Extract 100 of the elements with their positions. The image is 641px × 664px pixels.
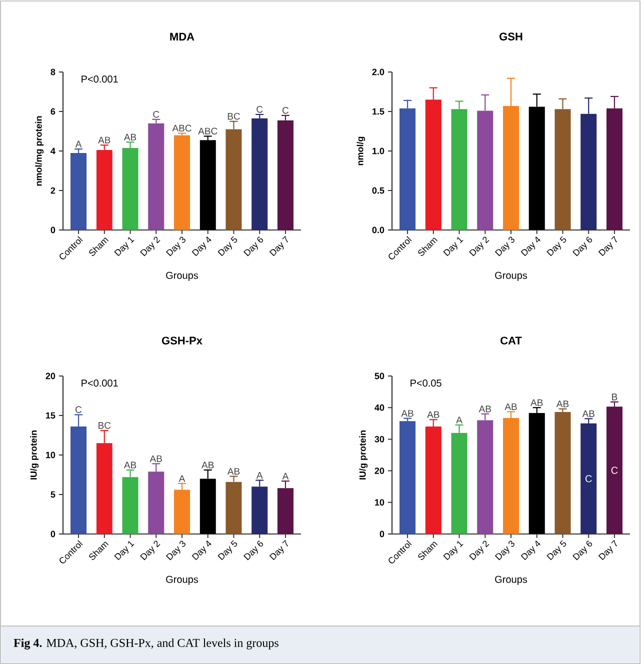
chart-title: MDA [170,32,194,40]
x-tick-label: Day 1 [114,541,134,560]
y-tick-label: 4 [50,148,56,154]
bar [252,118,268,230]
x-tick-label: Day 7 [598,236,618,256]
data-label: C [256,106,263,113]
data-label: AB [582,410,594,417]
x-tick-label: Day 2 [140,236,160,256]
data-label: ABC [172,124,192,132]
annotation: C [585,475,592,482]
bar [400,421,416,534]
x-tick-label: Day 5 [546,540,566,560]
data-label: AB [401,410,414,417]
y-tick-label: 8 [50,68,56,76]
y-tick-label: 2 [50,187,56,194]
x-tick-label: Day 7 [598,540,618,560]
x-axis-title: Groups [166,576,198,585]
bar [148,123,164,230]
y-tick-label: 0 [50,226,56,234]
data-label: B [612,394,618,400]
bar [606,406,622,534]
x-tick-label: Day 6 [244,540,264,560]
x-tick-label: Day 4 [520,540,540,560]
data-label: C [282,107,289,114]
y-tick-label: 40 [374,404,384,411]
annotation: C [611,466,618,474]
bar [174,135,190,230]
text: Fig 4. MDA, GSH, GSH-Px, and CAT levels in groups [14,638,278,650]
x-tick-label: Day 2 [469,540,490,560]
x-tick-label: Day 1 [443,541,464,560]
data-label: BC [98,422,111,429]
data-label: A [256,472,263,479]
y-tick-label: 50 [374,372,384,380]
x-tick-label: Day 6 [572,540,592,560]
bar [200,140,216,230]
annotation: P<0.001 [82,380,118,387]
y-axis-title: IU/g protein [359,430,368,480]
y-tick-label: 20 [374,468,384,474]
y-tick-label: 20 [46,372,56,380]
x-tick-label: Day 3 [494,540,514,560]
data-label: AB [124,134,136,140]
data-label: C [76,406,82,414]
data-label: AB [478,406,491,412]
y-tick-label: 0 [380,530,384,538]
x-tick-label: Day 5 [218,540,238,560]
annotation: P<0.05 [410,380,442,387]
chart-title: GSH [500,32,522,40]
x-axis-title: Groups [495,576,528,585]
x-tick-label: Day 4 [520,236,540,256]
data-label: AB [427,411,440,418]
data-label: C [153,110,160,118]
x-tick-label: Day 2 [140,540,160,560]
x-tick-label: Day 1 [443,237,464,256]
data-label: A [456,416,462,424]
x-tick-label: Day 7 [269,236,288,256]
x-tick-label: Day 5 [218,236,238,256]
bar [70,152,87,230]
x-tick-label: Day 7 [269,540,288,560]
chart-title: GSH-Px [162,336,202,344]
x-tick-label: Day 1 [114,237,134,256]
x-axis-title: Groups [166,272,198,281]
data-label: AB [202,462,214,468]
data-label: A [282,472,289,480]
x-tick-label: Day 4 [192,236,212,256]
y-tick-label: 0.0 [372,226,384,234]
x-tick-label: Day 3 [166,236,186,256]
x-tick-label: Day 3 [494,236,514,256]
x-tick-label: Day 6 [244,236,264,256]
bar [277,120,294,230]
y-tick-label: 1.0 [372,148,384,154]
y-tick-label: 15 [46,412,56,419]
y-axis-title: nmol/g [356,136,366,166]
y-tick-label: 0.5 [372,187,384,194]
data-label: AB [227,468,240,475]
data-label: A [178,475,186,482]
data-label: AB [150,455,162,462]
x-tick-label: Day 2 [469,236,490,256]
bar [580,423,597,534]
bar [554,412,571,534]
y-tick-label: 10 [46,452,56,458]
y-tick-label: 30 [374,436,384,442]
y-tick-label: 6 [50,108,56,115]
y-tick-label: 10 [375,499,384,506]
chart-title: CAT [500,336,522,344]
y-tick-label: 1.5 [372,108,384,115]
data-label: BC [228,112,240,120]
y-tick-label: 5 [50,491,56,498]
data-label: AB [124,462,136,468]
data-label: ABC [198,128,218,134]
data-label: A [75,140,82,148]
data-label: AB [556,400,569,408]
data-label: AB [530,399,543,406]
data-label: AB [98,136,110,144]
x-tick-label: Day 4 [192,540,212,560]
y-tick-label: 0 [50,530,56,538]
x-tick-label: Day 6 [572,236,592,256]
annotation: P<0.001 [82,76,118,83]
x-tick-label: Day 3 [166,540,186,560]
data-label: AB [504,403,517,410]
y-axis-title: IU/g protein [30,430,39,480]
